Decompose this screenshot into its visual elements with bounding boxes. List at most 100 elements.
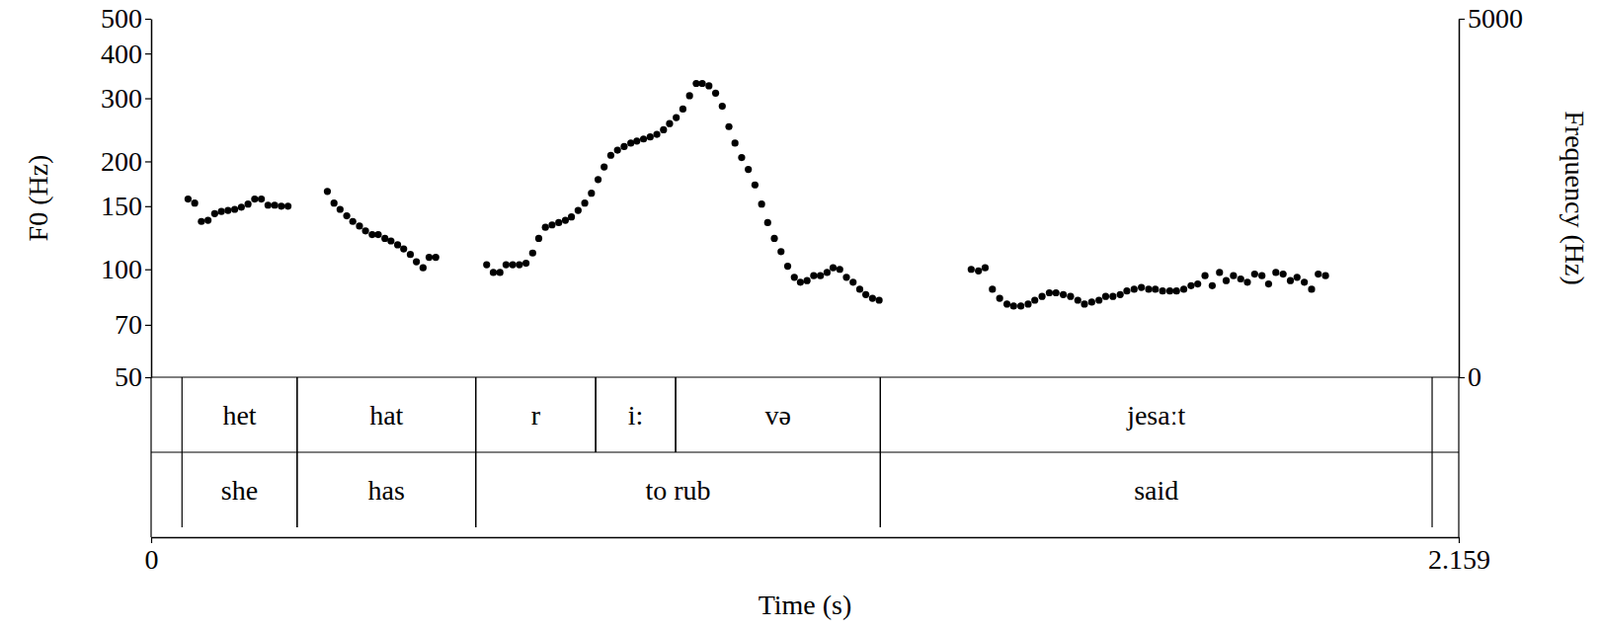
y2-axis-tick-label: 5000 [1467, 2, 1523, 34]
y2-axis-tick: 5000 [1458, 2, 1523, 34]
pitch-point [419, 264, 427, 272]
interval-boundary [880, 377, 881, 453]
pitch-point [719, 102, 726, 110]
pitch-point [1151, 285, 1159, 293]
interval-boundary [475, 452, 477, 528]
pitch-point [1074, 296, 1082, 304]
pitch-point [1010, 302, 1018, 310]
pitch-point [1088, 298, 1096, 306]
pitch-point [842, 273, 850, 281]
pitch-point [672, 113, 680, 121]
pitch-point [548, 221, 556, 229]
pitch-point [1122, 287, 1130, 295]
pitch-point [646, 133, 654, 141]
pitch-point [250, 195, 258, 203]
pitch-point [1080, 300, 1088, 308]
tier: shehasto rubsaid [181, 452, 1433, 528]
y2-axis-tick-mark [1458, 377, 1465, 379]
pitch-point [1208, 282, 1216, 290]
pitch-point [271, 201, 279, 209]
pitch-point [1194, 280, 1201, 288]
pitch-point [1222, 277, 1230, 285]
interval-boundary [475, 377, 477, 453]
pitch-point [587, 189, 595, 197]
y-axis-tick-mark [145, 160, 152, 162]
pitch-point [1003, 300, 1011, 308]
pitch-point [1265, 280, 1273, 288]
pitch-point [640, 135, 647, 143]
pitch-point [502, 260, 510, 268]
pitch-point [1258, 272, 1266, 280]
pitch-point [211, 210, 219, 218]
y-axis-tick-mark [145, 206, 152, 208]
y-axis-tick-label: 400 [100, 38, 143, 70]
interval-label: has [368, 475, 405, 506]
pitch-point [277, 202, 285, 210]
pitch-point [1031, 296, 1039, 304]
pitch-point [231, 205, 239, 213]
pitch-point [679, 105, 687, 113]
pitch-point [238, 203, 245, 211]
pitch-point [627, 139, 635, 147]
pitch-point [496, 268, 504, 276]
pitch-point [1307, 285, 1315, 293]
x-axis-tick-mark [151, 537, 153, 544]
pitch-point [633, 137, 640, 145]
interval-boundary [880, 452, 881, 528]
pitch-point [712, 89, 720, 97]
interval-boundary [296, 377, 298, 453]
pitch-point [561, 216, 569, 224]
y2-axis-title: Frequency (Hz) [1559, 110, 1591, 285]
interval-boundary [181, 377, 183, 453]
pitch-point [981, 264, 989, 272]
pitch-point [988, 285, 996, 293]
interval-boundary [880, 377, 881, 453]
interval-label: i: [628, 400, 644, 431]
interval-boundary [296, 377, 298, 453]
x-axis-tick-label: 0 [145, 544, 160, 575]
pitch-point [816, 272, 824, 280]
interval-label: said [1133, 475, 1179, 506]
pitch-point [1286, 277, 1294, 285]
pitch-point [686, 91, 694, 99]
pitch-point [1024, 300, 1032, 308]
y2-axis: 05000 [1458, 2, 1523, 393]
pitch-point [770, 235, 778, 242]
pitch-point [1137, 283, 1145, 291]
y-axis-tick: 400 [100, 38, 152, 70]
pitch-point [387, 237, 395, 244]
y-axis-tick-label: 300 [100, 82, 143, 114]
pitch-point [1215, 268, 1223, 276]
pitch-point [744, 165, 752, 173]
pitch-point [1251, 270, 1259, 278]
pitch-point [869, 295, 877, 303]
pitch-point [1052, 289, 1060, 297]
pitch-point [406, 250, 414, 258]
pitch-points [184, 80, 1330, 311]
pitch-point [692, 80, 700, 87]
y-axis-tick: 100 [100, 253, 152, 285]
y2-axis-tick-mark [1458, 18, 1465, 20]
interval-label: het [222, 400, 256, 431]
interval-boundary [880, 452, 881, 528]
y-axis-line [151, 19, 154, 379]
pitch-point [600, 162, 608, 170]
interval-boundary [1431, 452, 1433, 528]
pitch-point [705, 81, 713, 89]
pitch-point [1117, 291, 1124, 299]
pitch-point [803, 277, 811, 285]
pitch-point [555, 219, 562, 227]
pitch-point [1300, 278, 1308, 286]
pitch-point [432, 253, 440, 261]
y-axis-tick-label: 70 [114, 309, 143, 340]
pitch-point [336, 205, 344, 213]
pitch-point [1059, 291, 1067, 299]
tier-divider [151, 451, 1459, 453]
interval-label: və [764, 400, 791, 431]
pitch-point [1314, 270, 1322, 278]
pitch-point [1045, 289, 1053, 297]
pitch-point [1144, 285, 1152, 293]
pitch-point [1237, 275, 1245, 283]
pitch-point [1166, 287, 1174, 295]
pitch-point [731, 139, 739, 147]
